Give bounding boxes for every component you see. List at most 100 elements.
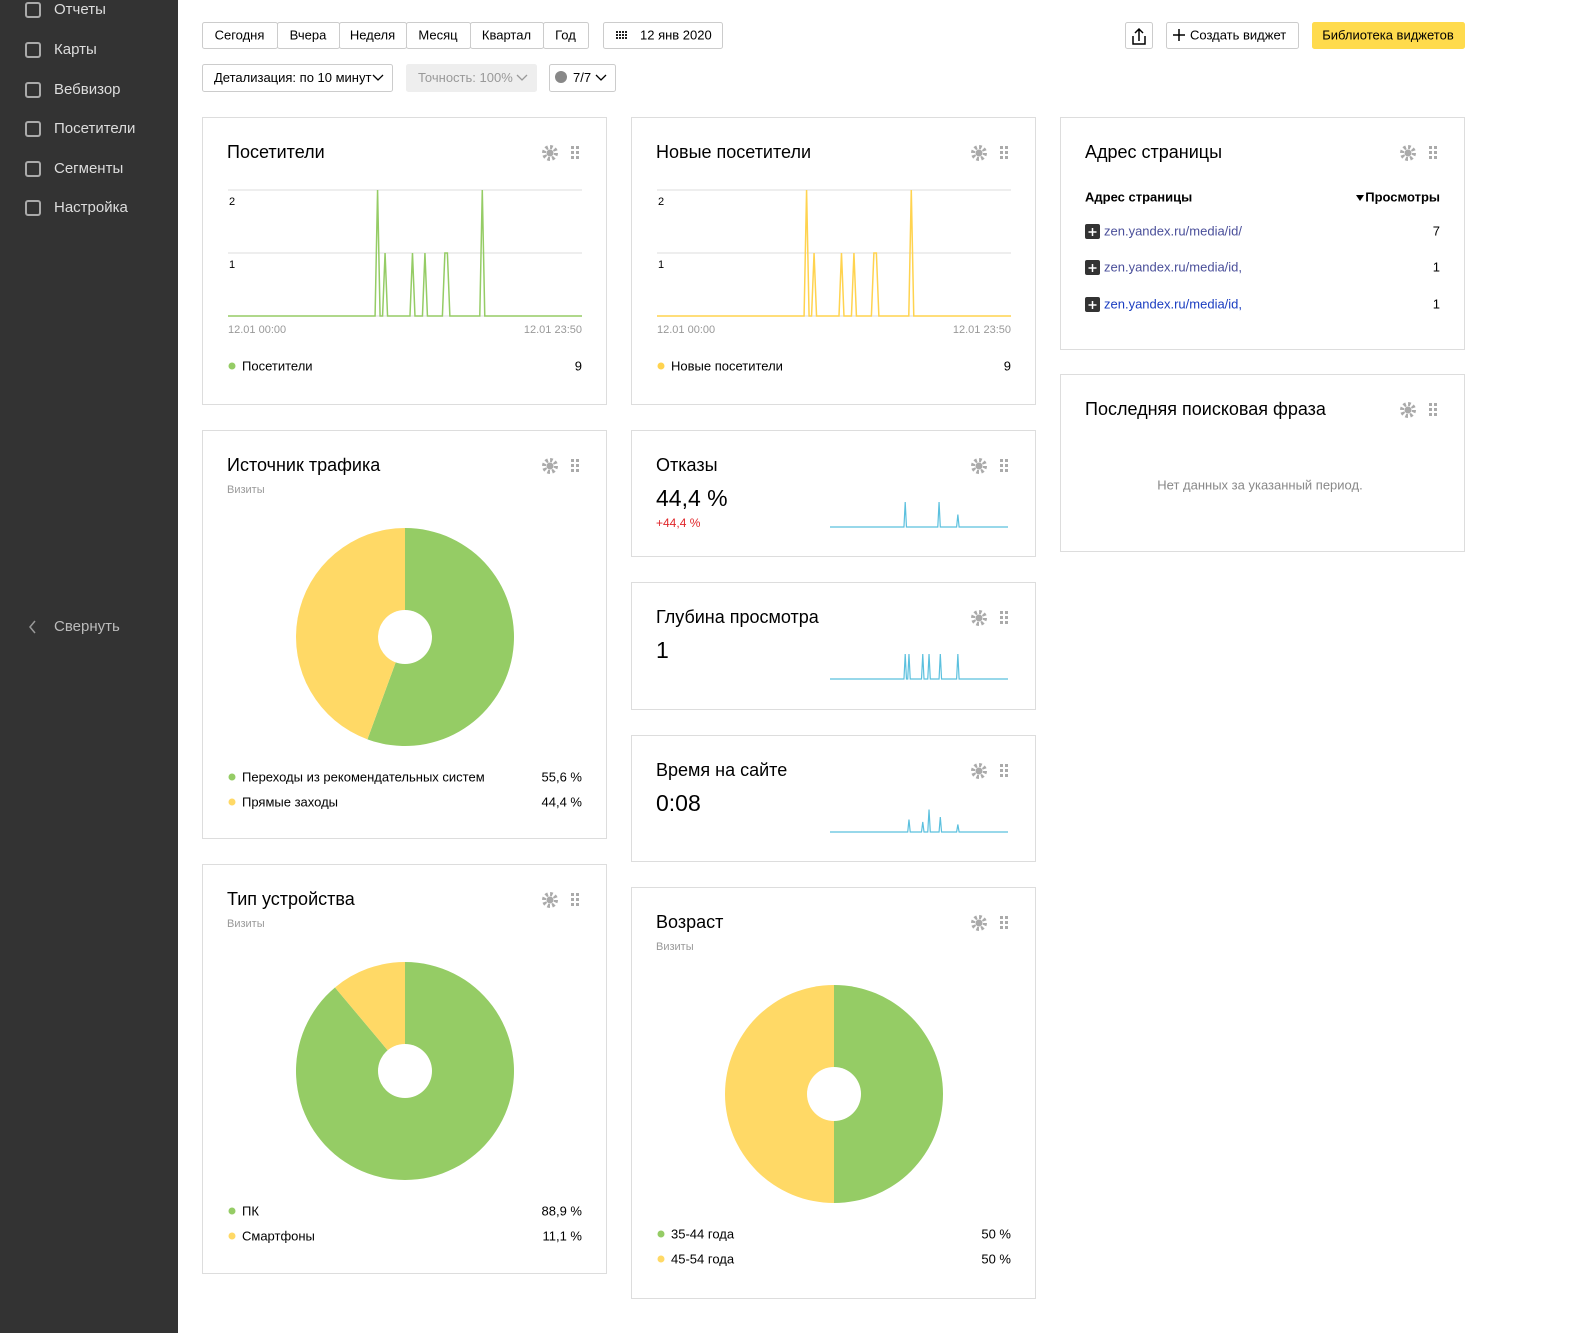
sidebar-item[interactable]: Отчеты [54, 1, 106, 18]
button-label[interactable]: 12 янв 2020 [640, 27, 712, 42]
settings-icon[interactable] [546, 462, 554, 470]
settings-icon[interactable] [546, 896, 554, 904]
drag-handle[interactable] [576, 464, 579, 467]
drag-handle[interactable] [571, 146, 574, 149]
drag-handle[interactable] [1005, 459, 1008, 462]
drag-handle[interactable] [1005, 151, 1008, 154]
drag-handle[interactable] [1005, 464, 1008, 467]
drag-handle[interactable] [571, 156, 574, 159]
settings-icon[interactable] [971, 610, 987, 626]
button-label[interactable]: Точность: 100% [418, 70, 513, 85]
drag-handle[interactable] [1000, 774, 1003, 777]
sidebar-item[interactable]: Вебвизор [54, 81, 121, 98]
drag-handle[interactable] [1005, 621, 1008, 624]
drag-handle[interactable] [1429, 413, 1432, 416]
page-link[interactable]: zen.yandex.ru/media/id, [1104, 296, 1242, 311]
drag-handle[interactable] [1005, 146, 1008, 149]
button[interactable] [543, 22, 589, 49]
drag-handle[interactable] [1434, 156, 1437, 159]
drag-handle[interactable] [1000, 156, 1003, 159]
settings-icon[interactable] [975, 149, 983, 157]
settings-icon[interactable] [975, 462, 983, 470]
settings-icon[interactable] [542, 892, 558, 908]
collapse[interactable]: Свернуть [54, 618, 120, 635]
drag-handle[interactable] [1000, 464, 1003, 467]
button-label[interactable]: Вчера [290, 27, 327, 42]
drag-handle[interactable] [576, 156, 579, 159]
drag-handle[interactable] [1005, 469, 1008, 472]
drag-handle[interactable] [1000, 469, 1003, 472]
drag-handle[interactable] [1000, 764, 1003, 767]
drag-handle[interactable] [1005, 769, 1008, 772]
settings-icon[interactable] [975, 919, 983, 927]
drag-handle[interactable] [576, 459, 579, 462]
button-label[interactable]: 7/7 [573, 70, 591, 85]
button[interactable] [406, 64, 537, 92]
drag-handle[interactable] [1429, 408, 1432, 411]
drag-handle[interactable] [571, 469, 574, 472]
button[interactable] [202, 64, 393, 92]
sidebar-item[interactable]: Посетители [54, 120, 135, 137]
settings-icon[interactable] [542, 145, 558, 161]
settings-icon[interactable] [975, 614, 983, 622]
settings-icon[interactable] [971, 145, 987, 161]
page-link[interactable]: zen.yandex.ru/media/id, [1104, 259, 1242, 274]
settings-icon[interactable] [1400, 402, 1416, 418]
drag-handle[interactable] [1000, 146, 1003, 149]
button[interactable] [549, 64, 616, 92]
settings-icon[interactable] [542, 458, 558, 474]
button-label[interactable]: Год [555, 27, 576, 42]
drag-handle[interactable] [1005, 616, 1008, 619]
settings-icon[interactable] [1404, 406, 1412, 414]
settings-icon[interactable] [971, 763, 987, 779]
drag-handle[interactable] [1000, 916, 1003, 919]
drag-handle[interactable] [1434, 146, 1437, 149]
drag-handle[interactable] [1000, 459, 1003, 462]
settings-icon[interactable] [1404, 149, 1412, 157]
button[interactable] [603, 22, 723, 49]
drag-handle[interactable] [576, 469, 579, 472]
drag-handle[interactable] [1434, 403, 1437, 406]
drag-handle[interactable] [571, 464, 574, 467]
page-link[interactable]: zen.yandex.ru/media/id/ [1104, 223, 1242, 238]
drag-handle[interactable] [1429, 403, 1432, 406]
button-label[interactable]: Квартал [482, 27, 531, 42]
drag-handle[interactable] [1005, 774, 1008, 777]
sidebar-item[interactable]: Настройка [54, 199, 129, 216]
drag-handle[interactable] [576, 893, 579, 896]
drag-handle[interactable] [1005, 764, 1008, 767]
settings-icon[interactable] [975, 767, 983, 775]
drag-handle[interactable] [576, 151, 579, 154]
settings-icon[interactable] [971, 458, 987, 474]
drag-handle[interactable] [1005, 926, 1008, 929]
settings-icon[interactable] [546, 149, 554, 157]
button[interactable] [1312, 22, 1465, 49]
drag-handle[interactable] [1000, 926, 1003, 929]
sidebar-item[interactable]: Сегменты [54, 160, 123, 177]
settings-icon[interactable] [971, 915, 987, 931]
drag-handle[interactable] [1005, 156, 1008, 159]
drag-handle[interactable] [1000, 769, 1003, 772]
drag-handle[interactable] [571, 151, 574, 154]
drag-handle[interactable] [1429, 146, 1432, 149]
drag-handle[interactable] [576, 146, 579, 149]
button-label[interactable]: Сегодня [215, 27, 265, 42]
button-label[interactable]: Месяц [418, 27, 458, 42]
drag-handle[interactable] [1429, 156, 1432, 159]
sidebar-item[interactable]: Карты [54, 41, 97, 58]
drag-handle[interactable] [576, 903, 579, 906]
settings-icon[interactable] [1400, 145, 1416, 161]
drag-handle[interactable] [1434, 408, 1437, 411]
drag-handle[interactable] [1000, 151, 1003, 154]
drag-handle[interactable] [1000, 621, 1003, 624]
button-label[interactable]: Создать виджет [1190, 27, 1286, 42]
button-label[interactable]: Библиотека виджетов [1322, 27, 1454, 42]
drag-handle[interactable] [571, 898, 574, 901]
drag-handle[interactable] [1434, 151, 1437, 154]
button[interactable] [1166, 22, 1299, 49]
drag-handle[interactable] [1000, 611, 1003, 614]
drag-handle[interactable] [571, 893, 574, 896]
drag-handle[interactable] [571, 459, 574, 462]
drag-handle[interactable] [1000, 616, 1003, 619]
button-label[interactable]: Неделя [350, 27, 395, 42]
